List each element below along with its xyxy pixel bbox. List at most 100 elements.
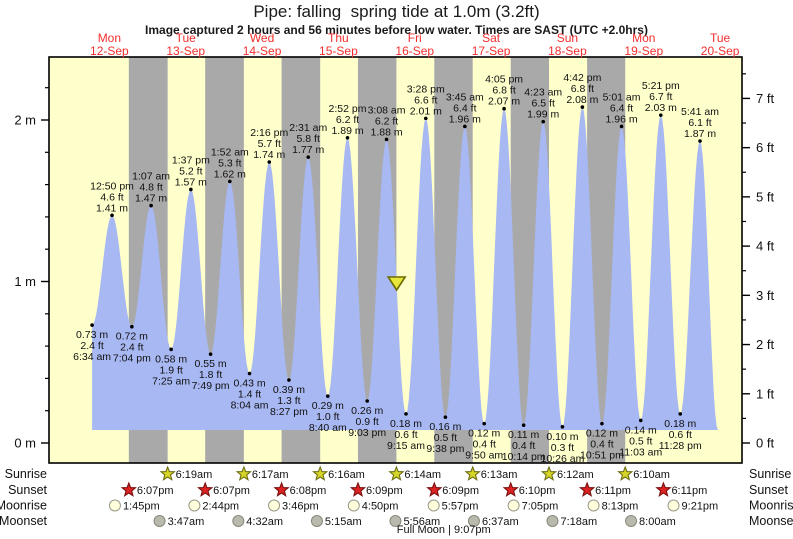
tide-dot — [228, 179, 232, 184]
high-tide-annotation: 1:52 am — [211, 146, 249, 158]
high-tide-annotation: 2.07 m — [488, 96, 520, 108]
low-tide-annotation: 10:14 pm — [502, 451, 546, 463]
tide-dot — [326, 394, 330, 398]
day-label-weekday: Sun — [557, 31, 578, 45]
tide-dot — [560, 425, 565, 429]
low-tide-annotation: 0.5 ft — [434, 432, 457, 444]
day-label-weekday: Tue — [710, 31, 731, 45]
low-tide-annotation: 0.6 ft — [669, 429, 692, 441]
high-tide-annotation: 4:05 pm — [485, 74, 523, 86]
high-tide-annotation: 6.7 ft — [649, 91, 672, 103]
low-tide-annotation: 10:26 am — [541, 453, 585, 465]
moonrise-time-label: 8:13pm — [602, 501, 639, 513]
moonrise-icon — [667, 499, 680, 512]
sunrise-icon — [540, 465, 558, 481]
tide-dot — [149, 203, 153, 208]
sunrise-icon — [388, 465, 405, 481]
row-label-right-sunrise: Sunrise — [749, 467, 791, 481]
sunset-icon — [426, 481, 443, 497]
axis-label-right: 2 ft — [756, 337, 774, 352]
tide-dot — [482, 421, 486, 426]
sunrise-time-label: 6:17am — [252, 469, 289, 481]
low-tide-annotation: 1.8 ft — [199, 369, 222, 381]
low-tide-annotation: 0.72 m — [116, 331, 148, 343]
high-tide-annotation: 5.3 ft — [218, 157, 241, 169]
moonrise-time-label: 7:05pm — [522, 501, 559, 513]
moonrise-icon — [108, 499, 121, 512]
axis-label-right: 3 ft — [756, 288, 774, 303]
moonset-time-label: 8:00am — [639, 516, 676, 528]
high-tide-annotation: 6.4 ft — [610, 102, 633, 114]
low-tide-annotation: 11:03 am — [619, 446, 662, 458]
axis-label-right: 5 ft — [756, 189, 774, 204]
sunrise-icon — [464, 465, 481, 481]
low-tide-annotation: 6:34 am — [73, 351, 111, 363]
tide-dot — [600, 421, 604, 426]
moonrise-time-label: 5:57pm — [442, 501, 479, 513]
day-label-date: 16-Sep — [395, 44, 434, 58]
day-label-weekday: Wed — [250, 31, 274, 45]
high-tide-annotation: 1.41 m — [96, 202, 128, 214]
tide-dot — [306, 155, 311, 159]
axis-label-left: 0 m — [14, 436, 36, 451]
row-label-left-sunrise: Sunrise — [5, 467, 47, 481]
low-tide-annotation: 0.29 m — [312, 400, 344, 412]
low-tide-annotation: 2.4 ft — [120, 342, 143, 354]
sunset-icon — [655, 481, 672, 497]
sunrise-time-label: 6:19am — [176, 469, 213, 481]
tide-dot — [463, 124, 467, 129]
sunset-icon — [502, 481, 519, 497]
high-tide-annotation: 1.57 m — [175, 176, 207, 188]
high-tide-annotation: 1.89 m — [331, 125, 363, 137]
moonset-time-label: 5:56am — [403, 516, 440, 528]
day-label-weekday: Sat — [482, 31, 501, 45]
low-tide-annotation: 0.6 ft — [394, 429, 417, 441]
row-label-left-moonrise: Moonrise — [0, 499, 47, 513]
row-label-right-moonrise: Moonrise — [749, 499, 793, 513]
day-label-date: 12-Sep — [90, 44, 129, 58]
tide-dot — [541, 119, 546, 124]
full-moon-label: Full Moon | 9:07pm — [397, 524, 491, 536]
low-tide-annotation: 0.3 ft — [551, 442, 574, 454]
axis-label-right: 0 ft — [756, 436, 774, 451]
moonrise-time-label: 1:45pm — [123, 501, 160, 513]
high-tide-annotation: 1.62 m — [214, 168, 246, 180]
low-tide-annotation: 1.4 ft — [238, 389, 261, 401]
high-tide-annotation: 1.77 m — [292, 144, 324, 156]
moonset-time-label: 6:37am — [482, 516, 519, 528]
tide-dot — [619, 124, 624, 129]
tide-dot — [698, 139, 702, 143]
low-tide-annotation: 8:27 pm — [270, 406, 308, 418]
sunrise-time-label: 6:10am — [633, 469, 670, 481]
high-tide-annotation: 1.74 m — [253, 149, 285, 161]
sunset-time-label: 6:09pm — [366, 485, 403, 497]
row-label-left-moonset: Moonset — [0, 514, 48, 528]
low-tide-annotation: 1.9 ft — [159, 364, 182, 376]
high-tide-annotation: 5:01 am — [603, 91, 641, 103]
sunset-time-label: 6:09pm — [442, 485, 479, 497]
high-tide-annotation: 4.8 ft — [139, 182, 162, 194]
tide-dot — [345, 135, 350, 140]
low-tide-annotation: 0.4 ft — [473, 439, 496, 451]
high-tide-annotation: 3:28 pm — [407, 83, 445, 95]
moonset-icon — [232, 515, 245, 527]
sunrise-time-label: 6:13am — [481, 469, 518, 481]
low-tide-annotation: 7:49 pm — [192, 380, 230, 392]
tide-dot — [90, 323, 94, 327]
sunset-time-label: 6:07pm — [213, 485, 250, 497]
moonset-time-label: 7:18am — [560, 516, 597, 528]
sunrise-icon — [159, 465, 176, 481]
moonrise-time-label: 9:21pm — [682, 501, 719, 513]
sunset-time-label: 6:11pm — [671, 485, 707, 497]
low-tide-annotation: 0.58 m — [155, 353, 187, 365]
low-tide-annotation: 0.11 m — [508, 429, 540, 441]
low-tide-annotation: 9:38 pm — [426, 443, 464, 455]
low-tide-annotation: 11:28 pm — [659, 440, 702, 452]
high-tide-annotation: 2.03 m — [645, 102, 677, 114]
high-tide-annotation: 1.96 m — [606, 113, 638, 125]
high-tide-annotation: 6.5 ft — [532, 98, 555, 110]
tide-dot — [423, 116, 428, 121]
tide-dot — [247, 371, 252, 376]
day-label-weekday: Mon — [632, 31, 655, 45]
